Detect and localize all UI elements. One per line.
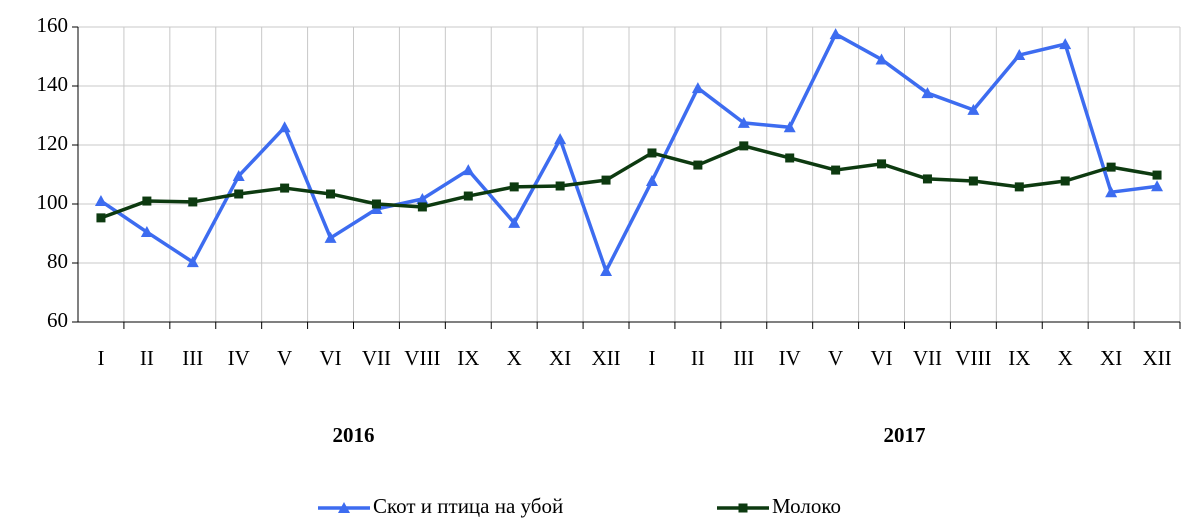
x-tick-label: VIII — [404, 346, 440, 370]
marker — [463, 191, 473, 201]
x-tick-label: XI — [1100, 346, 1122, 370]
marker — [968, 176, 978, 186]
x-tick-label: IV — [228, 346, 250, 370]
x-tick-label: I — [97, 346, 104, 370]
marker — [877, 159, 887, 169]
x-tick-label: X — [507, 346, 522, 370]
x-tick-label: III — [182, 346, 203, 370]
x-tick-label: II — [140, 346, 154, 370]
x-tick-label: IX — [457, 346, 479, 370]
marker — [326, 189, 336, 199]
series-line — [99, 32, 1158, 273]
marker — [140, 226, 153, 238]
y-tick-label: 140 — [37, 72, 69, 96]
x-tick-label: VII — [362, 346, 391, 370]
x-tick-label: XII — [591, 346, 620, 370]
marker — [1106, 162, 1116, 172]
marker — [693, 160, 703, 170]
marker — [371, 199, 381, 209]
x-tick-label: XI — [549, 346, 571, 370]
marker — [739, 141, 749, 151]
marker — [554, 133, 567, 145]
x-tick-label: III — [733, 346, 754, 370]
marker — [232, 169, 245, 181]
marker — [601, 175, 611, 185]
x-tick-label: VI — [319, 346, 341, 370]
marker — [1105, 186, 1118, 198]
marker — [1059, 38, 1072, 50]
x-tick-label: VIII — [955, 346, 991, 370]
legend-marker — [338, 502, 350, 513]
marker — [921, 87, 934, 99]
marker — [783, 121, 796, 133]
marker — [967, 103, 980, 115]
legend-label: Молоко — [772, 494, 841, 518]
marker — [416, 192, 429, 204]
marker — [1151, 180, 1164, 192]
y-tick-label: 80 — [47, 249, 68, 273]
x-tick-label: V — [828, 346, 843, 370]
marker — [691, 82, 704, 94]
y-tick-label: 160 — [37, 13, 69, 37]
marker — [188, 197, 198, 207]
x-group-label: 2016 — [333, 423, 375, 447]
marker — [600, 264, 613, 276]
marker — [280, 183, 290, 193]
x-tick-label: XII — [1142, 346, 1171, 370]
y-tick-label: 100 — [37, 190, 69, 214]
marker — [737, 116, 750, 128]
marker — [94, 195, 107, 207]
marker — [831, 165, 841, 175]
y-tick-label: 120 — [37, 131, 69, 155]
x-tick-label: V — [277, 346, 292, 370]
marker — [647, 148, 657, 158]
x-tick-label: I — [648, 346, 655, 370]
marker — [186, 256, 199, 268]
marker — [234, 189, 244, 199]
marker — [785, 153, 795, 163]
marker — [1152, 170, 1162, 180]
x-tick-label: X — [1058, 346, 1073, 370]
y-tick-label: 60 — [47, 308, 68, 332]
marker — [96, 213, 106, 223]
marker — [555, 181, 565, 191]
series-line — [100, 144, 1158, 220]
x-tick-label: VII — [913, 346, 942, 370]
marker — [462, 164, 475, 176]
x-tick-label: IX — [1008, 346, 1030, 370]
marker — [278, 121, 291, 133]
marker — [1060, 176, 1070, 186]
marker — [829, 28, 842, 40]
marker — [324, 231, 337, 243]
x-group-label: 2017 — [884, 423, 926, 447]
marker — [370, 203, 383, 215]
marker — [508, 216, 521, 228]
marker — [1013, 49, 1026, 61]
legend-label: Скот и птица на убой — [373, 494, 563, 518]
x-tick-label: VI — [870, 346, 892, 370]
marker — [417, 202, 427, 212]
x-tick-label: II — [691, 346, 705, 370]
legend-marker — [738, 503, 748, 513]
marker — [922, 174, 932, 184]
marker — [1014, 182, 1024, 192]
marker — [509, 182, 519, 192]
x-tick-label: IV — [779, 346, 801, 370]
marker — [645, 174, 658, 186]
marker — [875, 53, 888, 65]
marker — [142, 196, 152, 206]
